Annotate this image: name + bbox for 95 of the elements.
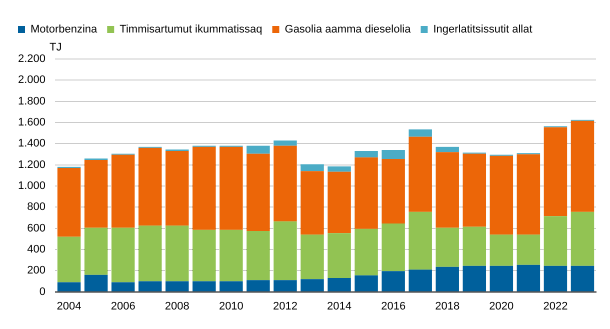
- bar: [408, 270, 432, 292]
- bar: [436, 266, 459, 292]
- bar: [138, 281, 162, 292]
- y-tick-label: 1.800: [18, 95, 46, 108]
- bar: [490, 234, 514, 266]
- bar: [57, 282, 81, 292]
- bar: [570, 212, 594, 266]
- y-tick-label: 200: [27, 264, 46, 277]
- bar: [570, 120, 594, 212]
- x-tick-label: 2018: [435, 300, 460, 312]
- y-tick-label: 800: [27, 201, 46, 214]
- bar: [192, 230, 216, 282]
- x-tick-label: 2006: [110, 300, 136, 312]
- bar: [328, 233, 351, 278]
- bar: [84, 228, 108, 275]
- bar: [490, 266, 514, 292]
- bar: [382, 271, 405, 292]
- bar: [436, 152, 459, 228]
- bar: [192, 281, 216, 292]
- y-tick-label: 0: [39, 286, 46, 298]
- bar: [462, 226, 486, 266]
- bar: [166, 281, 189, 292]
- bar: [138, 226, 162, 282]
- bar: [274, 280, 297, 292]
- bar: [354, 228, 378, 276]
- bar: [300, 171, 324, 235]
- x-tick-label: 2022: [543, 300, 568, 312]
- x-tick-label: 2014: [327, 300, 352, 312]
- bar: [382, 224, 405, 272]
- legend-label: Timmisartumut ikummatissaq: [120, 24, 262, 36]
- bar: [328, 172, 351, 234]
- y-tick-label: 2.000: [18, 74, 46, 86]
- bar: [111, 228, 135, 282]
- legend-label: Ingerlatitsissutit allat: [433, 24, 532, 36]
- bar: [462, 266, 486, 292]
- bar: [300, 279, 324, 292]
- bar: [246, 280, 270, 292]
- x-tick-label: 2004: [56, 300, 82, 312]
- bar: [57, 236, 81, 282]
- bar: [220, 146, 243, 230]
- y-tick-label: 400: [27, 244, 46, 256]
- bar: [382, 159, 405, 224]
- bar: [246, 154, 270, 231]
- bar: [354, 157, 378, 229]
- bar: [246, 146, 270, 154]
- bar: [220, 230, 243, 282]
- bar: [111, 154, 135, 228]
- bar: [382, 150, 405, 159]
- bar: [544, 266, 568, 292]
- bar: [408, 136, 432, 212]
- bar: [138, 148, 162, 226]
- bar: [408, 212, 432, 270]
- bar: [274, 140, 297, 146]
- x-tick-label: 2012: [272, 300, 298, 312]
- bar: [436, 228, 459, 267]
- bar: [274, 221, 297, 280]
- bar: [490, 156, 514, 235]
- x-tick-label: 2020: [489, 300, 514, 312]
- bar: [516, 154, 540, 235]
- bar: [328, 278, 351, 292]
- bar: [192, 146, 216, 230]
- bar: [111, 282, 135, 292]
- bar: [516, 264, 540, 292]
- bar: [57, 168, 81, 237]
- legend-label: Motorbenzina: [30, 24, 98, 36]
- y-axis-title: TJ: [50, 42, 62, 54]
- bar: [408, 129, 432, 137]
- x-tick-label: 2016: [381, 300, 406, 312]
- bar: [166, 226, 189, 282]
- x-tick-label: 2010: [218, 300, 244, 312]
- bar: [84, 274, 108, 292]
- bar: [354, 151, 378, 158]
- bar: [246, 230, 270, 280]
- y-tick-label: 1.200: [18, 158, 46, 171]
- bar: [274, 146, 297, 222]
- x-tick-label: 2008: [164, 300, 190, 312]
- y-tick-label: 600: [27, 222, 46, 234]
- bar: [220, 281, 243, 292]
- bar: [328, 166, 351, 172]
- bar: [544, 127, 568, 216]
- y-tick-label: 1.600: [18, 116, 46, 129]
- y-tick-label: 1.400: [18, 138, 46, 150]
- bar: [516, 234, 540, 265]
- bar: [544, 216, 568, 266]
- bar: [436, 146, 459, 152]
- bar: [300, 164, 324, 172]
- y-tick-label: 2.200: [18, 53, 46, 66]
- bar: [354, 275, 378, 292]
- bar: [300, 234, 324, 280]
- bar: [166, 151, 189, 226]
- y-tick-label: 1.000: [18, 180, 46, 192]
- legend-label: Gasolia aamma dieselolia: [284, 24, 412, 36]
- bar: [462, 154, 486, 227]
- bar: [570, 266, 594, 292]
- bar: [84, 160, 108, 228]
